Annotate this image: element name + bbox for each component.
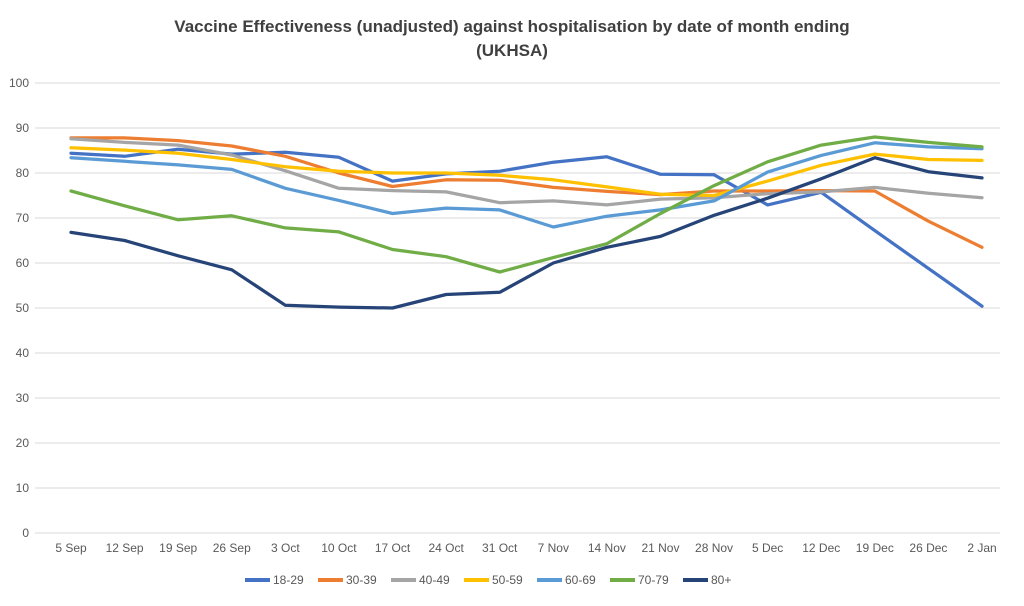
y-tick-label-40: 40 bbox=[16, 346, 30, 360]
chart-title: Vaccine Effectiveness (unadjusted) again… bbox=[174, 17, 849, 36]
legend-label-40-49: 40-49 bbox=[419, 573, 450, 587]
x-axis-tick-labels: 5 Sep 12 Sep 19 Sep 26 Sep 3 Oct 10 Oct 17 Oct… bbox=[55, 541, 996, 555]
legend-label-60-69: 60-69 bbox=[565, 573, 596, 587]
legend-item-60-69: 60-69 bbox=[537, 573, 596, 587]
series-line-70-79 bbox=[69, 135, 984, 274]
series-line-50-59 bbox=[69, 146, 984, 198]
legend-item-50-59: 50-59 bbox=[464, 573, 523, 587]
x-tick-label: 24 Oct bbox=[428, 541, 464, 555]
x-tick-label: 26 Dec bbox=[909, 541, 947, 555]
x-tick-label: 19 Dec bbox=[856, 541, 894, 555]
x-tick-label: 17 Oct bbox=[375, 541, 411, 555]
series-line-60-69 bbox=[69, 141, 984, 229]
y-tick-label-80: 80 bbox=[16, 166, 30, 180]
series-line-40-49 bbox=[69, 137, 984, 207]
x-tick-label: 5 Dec bbox=[752, 541, 783, 555]
chart-subtitle: (UKHSA) bbox=[476, 41, 548, 60]
legend-item-80+: 80+ bbox=[683, 573, 731, 587]
legend-label-50-59: 50-59 bbox=[492, 573, 523, 587]
x-tick-label: 14 Nov bbox=[588, 541, 626, 555]
y-tick-label-50: 50 bbox=[16, 301, 30, 315]
y-tick-label-30: 30 bbox=[16, 391, 30, 405]
legend-label-18-29: 18-29 bbox=[273, 573, 304, 587]
legend: 18-29 30-39 40-49 50-59 60-69 70-79 80+ bbox=[245, 573, 731, 587]
x-tick-label: 3 Oct bbox=[271, 541, 300, 555]
legend-item-18-29: 18-29 bbox=[245, 573, 304, 587]
legend-item-40-49: 40-49 bbox=[391, 573, 450, 587]
x-tick-label: 31 Oct bbox=[482, 541, 518, 555]
x-tick-label: 12 Sep bbox=[106, 541, 144, 555]
series-line-80+ bbox=[69, 156, 984, 310]
y-tick-label-70: 70 bbox=[16, 211, 30, 225]
legend-label-70-79: 70-79 bbox=[638, 573, 669, 587]
x-tick-label: 7 Nov bbox=[538, 541, 569, 555]
x-tick-label: 10 Oct bbox=[321, 541, 357, 555]
legend-item-70-79: 70-79 bbox=[610, 573, 669, 587]
x-tick-label: 2 Jan bbox=[967, 541, 996, 555]
gridlines bbox=[35, 82, 1000, 534]
series-lines bbox=[69, 135, 984, 310]
y-tick-label-100: 100 bbox=[9, 76, 29, 90]
y-tick-label-20: 20 bbox=[16, 436, 30, 450]
x-tick-label: 19 Sep bbox=[159, 541, 197, 555]
legend-item-30-39: 30-39 bbox=[318, 573, 377, 587]
y-tick-label-60: 60 bbox=[16, 256, 30, 270]
x-tick-label: 26 Sep bbox=[213, 541, 251, 555]
legend-label-30-39: 30-39 bbox=[346, 573, 377, 587]
y-axis-tick-labels: 0 10 20 30 40 50 60 70 80 90 100 bbox=[9, 76, 29, 540]
legend-label-80+: 80+ bbox=[711, 573, 731, 587]
y-tick-label-90: 90 bbox=[16, 121, 30, 135]
series-line-30-39 bbox=[69, 136, 984, 249]
y-tick-label-0: 0 bbox=[22, 526, 29, 540]
x-tick-label: 12 Dec bbox=[802, 541, 840, 555]
x-tick-label: 28 Nov bbox=[695, 541, 733, 555]
y-tick-label-10: 10 bbox=[16, 481, 30, 495]
x-tick-label: 5 Sep bbox=[55, 541, 87, 555]
x-tick-label: 21 Nov bbox=[641, 541, 679, 555]
